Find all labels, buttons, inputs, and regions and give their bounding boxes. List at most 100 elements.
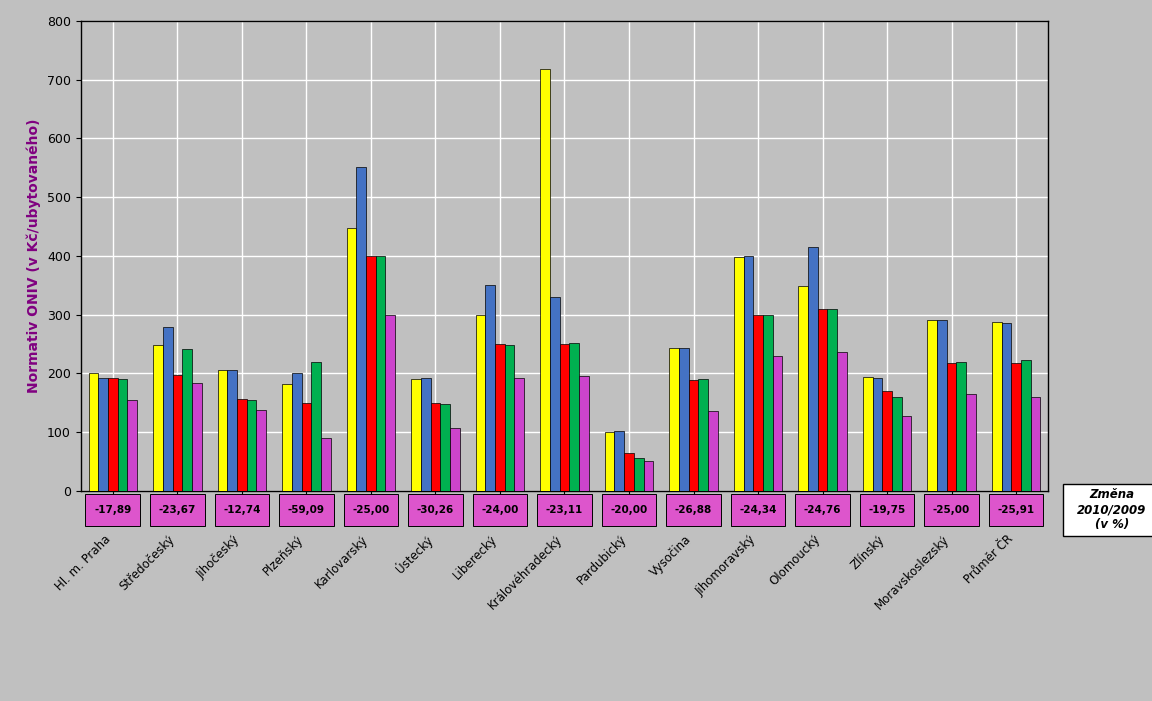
Text: -26,88: -26,88 (675, 505, 712, 515)
Bar (515, 378, 524, 491)
Bar (753, 315, 763, 491)
Bar (227, 370, 237, 491)
Bar (734, 257, 743, 491)
Bar (118, 379, 128, 491)
Bar (485, 285, 495, 491)
Bar (605, 432, 614, 491)
Bar (1021, 360, 1031, 491)
Bar (237, 399, 247, 491)
Bar (698, 379, 708, 491)
Bar (450, 428, 460, 491)
Bar (614, 431, 624, 491)
Bar (386, 315, 395, 491)
Bar (411, 379, 420, 491)
Text: Ústecký: Ústecký (392, 533, 435, 576)
Bar (902, 416, 911, 491)
Bar (495, 344, 505, 491)
Bar (624, 453, 634, 491)
Bar (1011, 362, 1021, 491)
Text: -30,26: -30,26 (417, 505, 454, 515)
Text: Pardubický: Pardubický (575, 533, 629, 587)
Bar (257, 410, 266, 491)
Bar (838, 352, 847, 491)
Bar (967, 394, 976, 491)
Bar (291, 373, 302, 491)
Text: -17,89: -17,89 (94, 505, 131, 515)
Text: Vysočina: Vysočina (647, 533, 694, 579)
Bar (644, 461, 653, 491)
Bar (872, 378, 882, 491)
Text: Olomoucký: Olomoucký (767, 533, 823, 588)
Bar (282, 384, 291, 491)
Bar (763, 315, 773, 491)
Bar (808, 247, 818, 491)
Bar (863, 377, 872, 491)
Bar (818, 308, 827, 491)
Text: -25,91: -25,91 (998, 505, 1034, 515)
Bar (1001, 323, 1011, 491)
Bar (153, 345, 162, 491)
Bar (927, 320, 937, 491)
Bar (579, 376, 589, 491)
Bar (560, 344, 569, 491)
Bar (128, 400, 137, 491)
Text: -19,75: -19,75 (869, 505, 905, 515)
Bar (550, 297, 560, 491)
Text: Královéhradecký: Královéhradecký (485, 533, 564, 612)
Bar (540, 69, 550, 491)
Bar (892, 397, 902, 491)
Text: Hl. m. Praha: Hl. m. Praha (53, 533, 113, 593)
Bar (356, 167, 366, 491)
Bar (431, 402, 440, 491)
Bar (108, 378, 118, 491)
Text: Plzeňský: Plzeňský (262, 533, 306, 578)
Bar (1031, 397, 1040, 491)
Bar (708, 411, 718, 491)
Bar (192, 383, 202, 491)
Text: Moravskoslezský: Moravskoslezský (872, 533, 952, 612)
Text: Středočeský: Středočeský (118, 533, 177, 593)
Bar (440, 404, 450, 491)
Bar (773, 355, 782, 491)
Bar (689, 381, 698, 491)
Text: -24,00: -24,00 (482, 505, 518, 515)
Bar (569, 343, 579, 491)
Bar (798, 287, 808, 491)
Bar (98, 378, 108, 491)
Bar (376, 256, 386, 491)
Text: Průměr ČR: Průměr ČR (962, 533, 1016, 587)
Bar (679, 348, 689, 491)
Text: Zlínský: Zlínský (848, 533, 887, 571)
Text: Změna
2010/2009
(v %): Změna 2010/2009 (v %) (1077, 489, 1146, 531)
Bar (321, 438, 331, 491)
Bar (311, 362, 321, 491)
Text: Jihočeský: Jihočeský (194, 533, 242, 580)
Text: -24,76: -24,76 (804, 505, 841, 515)
Bar (743, 256, 753, 491)
Text: -24,34: -24,34 (740, 505, 776, 515)
Bar (992, 322, 1001, 491)
Y-axis label: Normativ ONIV (v Kč/ubytovaného): Normativ ONIV (v Kč/ubytovaného) (26, 118, 41, 393)
Bar (366, 256, 376, 491)
Bar (634, 458, 644, 491)
Text: Jihomoravský: Jihomoravský (694, 533, 758, 598)
Text: Karlovarský: Karlovarský (313, 533, 371, 591)
Bar (247, 400, 257, 491)
Text: -20,00: -20,00 (611, 505, 647, 515)
Bar (420, 378, 431, 491)
Bar (476, 315, 485, 491)
Bar (182, 348, 192, 491)
Text: -59,09: -59,09 (288, 505, 325, 515)
Text: -25,00: -25,00 (353, 505, 389, 515)
Bar (89, 373, 98, 491)
Bar (162, 327, 173, 491)
Bar (669, 348, 679, 491)
Text: -25,00: -25,00 (933, 505, 970, 515)
Bar (302, 402, 311, 491)
Bar (218, 370, 227, 491)
Text: Liberecký: Liberecký (450, 533, 500, 582)
Bar (947, 362, 956, 491)
Bar (347, 228, 356, 491)
Bar (827, 308, 838, 491)
Bar (937, 320, 947, 491)
